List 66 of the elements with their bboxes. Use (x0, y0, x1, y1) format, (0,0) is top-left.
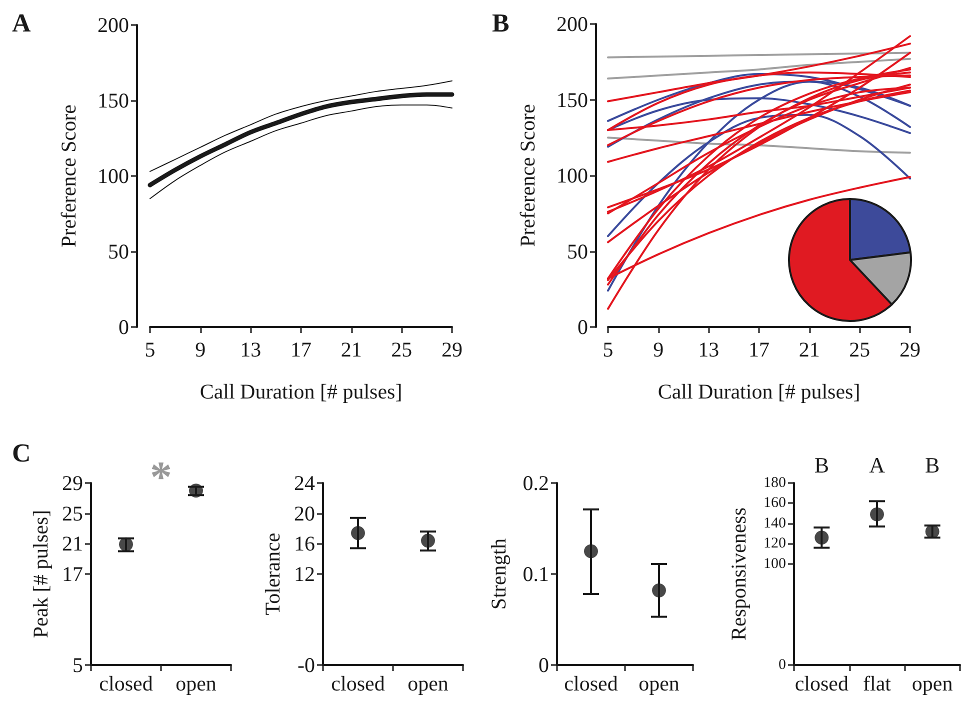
y-tick-label: 0 (538, 653, 549, 677)
y-tick-label: 5 (72, 653, 83, 677)
x-axis-title: Call Duration [# pulses] (658, 380, 860, 404)
y-tick-label: 29 (62, 471, 83, 495)
text: A (869, 452, 886, 478)
y-tick-label: 100 (764, 556, 786, 572)
y-tick-label: 180 (764, 475, 786, 491)
y-tick-label: 17 (62, 562, 83, 586)
y-tick-label: 200 (98, 13, 129, 37)
x-tick-label: closed (331, 672, 386, 696)
text: B (924, 452, 940, 478)
x-tick-label: flat (863, 672, 892, 696)
text: A (12, 8, 31, 38)
annotation: * (150, 452, 172, 502)
y-tick-label: 150 (556, 88, 588, 112)
y-tick-label: 150 (98, 88, 129, 112)
text: C (12, 438, 31, 468)
y-tick-label: -0 (298, 653, 315, 677)
y-axis-title: Peak [# pulses] (28, 510, 52, 638)
x-tick-label: open (638, 672, 680, 696)
x-tick-label: 9 (195, 338, 206, 362)
y-tick-label: 0 (778, 657, 786, 673)
y-tick-label: 20 (294, 501, 315, 526)
y-tick-label: 100 (556, 164, 588, 188)
x-tick-label: 25 (849, 338, 870, 362)
x-tick-label: 13 (698, 338, 720, 362)
x-tick-label: 29 (900, 338, 920, 362)
y-tick-label: 50 (108, 240, 129, 264)
y-axis-title: Strength (486, 538, 510, 610)
y-axis-title: Tolerance (260, 532, 284, 616)
x-tick-label: closed (794, 672, 849, 696)
y-tick-label: 0 (118, 315, 129, 339)
y-tick-label: 16 (294, 532, 315, 556)
y-tick-label: 100 (98, 164, 129, 188)
x-tick-label: 5 (144, 338, 156, 362)
text: B (814, 452, 830, 478)
x-tick-label: open (408, 672, 449, 696)
y-tick-label: 200 (556, 12, 588, 36)
x-tick-label: open (912, 672, 954, 696)
y-axis-title: Preference Score (516, 104, 540, 247)
x-axis-title: Call Duration [# pulses] (200, 380, 402, 404)
y-axis-title: Preference Score (56, 104, 80, 248)
text: B (492, 8, 510, 38)
x-tick-label: 29 (442, 338, 462, 362)
x-tick-label: 21 (340, 338, 362, 362)
y-tick-label: 0.2 (522, 471, 549, 495)
x-tick-label: 9 (653, 338, 664, 362)
y-tick-label: 12 (294, 562, 315, 586)
x-tick-label: 5 (602, 338, 614, 362)
x-tick-label: 25 (391, 338, 412, 362)
x-tick-label: 21 (798, 338, 820, 362)
y-tick-label: 0.1 (522, 562, 549, 586)
y-tick-label: 160 (764, 495, 786, 512)
y-tick-label: 21 (62, 532, 83, 556)
x-tick-label: open (176, 672, 217, 696)
y-tick-label: 0 (578, 315, 588, 339)
y-tick-label: 24 (294, 471, 316, 495)
x-tick-label: 17 (748, 338, 770, 362)
x-tick-label: 13 (240, 338, 262, 362)
x-tick-label: closed (564, 672, 618, 696)
y-tick-label: 120 (764, 536, 786, 552)
x-tick-label: closed (99, 672, 154, 696)
y-axis-title: Responsiveness (726, 508, 750, 640)
y-tick-label: 50 (567, 239, 588, 264)
y-tick-label: 140 (764, 515, 786, 532)
y-tick-label: 25 (62, 501, 83, 526)
